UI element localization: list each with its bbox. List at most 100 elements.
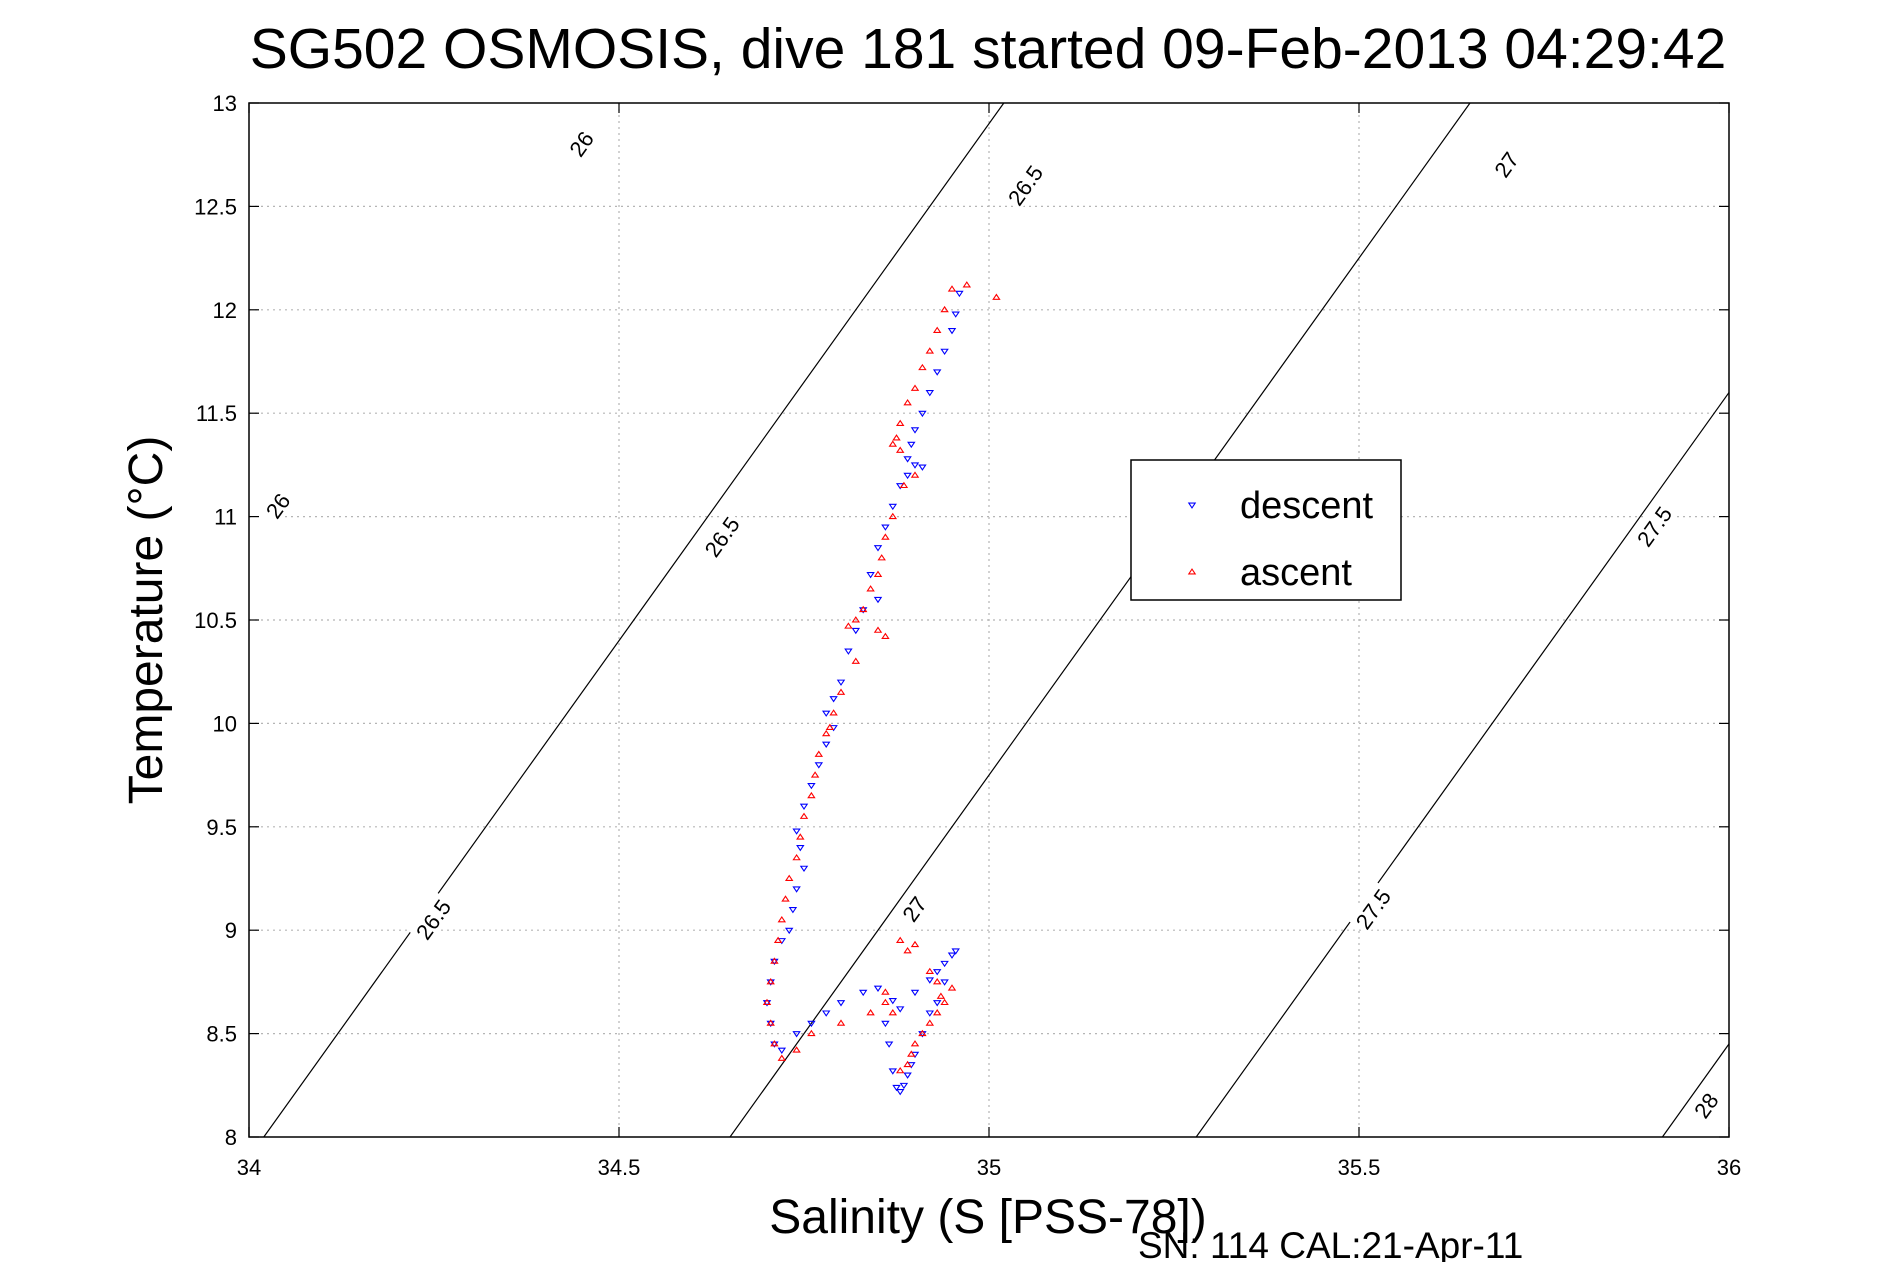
point-ascent — [821, 729, 831, 737]
point-ascent — [936, 992, 946, 999]
point-ascent — [807, 1029, 816, 1037]
point-ascent — [903, 398, 912, 406]
point-ascent — [888, 1009, 898, 1016]
point-descent — [888, 503, 898, 511]
point-ascent — [777, 915, 787, 923]
point-ascent — [866, 1009, 875, 1016]
point-ascent — [851, 657, 861, 664]
point-descent — [821, 741, 831, 748]
point-descent — [932, 1000, 942, 1007]
density-contour-26 — [263, 103, 1005, 1137]
point-ascent — [910, 940, 920, 948]
legend-box — [1130, 459, 1402, 601]
point-descent — [888, 998, 898, 1005]
point-ascent — [925, 1019, 935, 1026]
point-ascent — [807, 791, 816, 799]
point-descent — [851, 627, 861, 635]
legend-marker-ascent — [1187, 568, 1197, 575]
point-descent — [784, 927, 794, 935]
point-descent — [951, 948, 960, 955]
point-descent — [858, 989, 868, 997]
point-descent — [807, 782, 816, 790]
point-ascent — [796, 833, 805, 840]
point-ascent — [881, 632, 890, 640]
contour-label-group: 26.5 — [697, 509, 745, 563]
point-ascent — [866, 585, 875, 592]
point-ascent — [947, 285, 957, 292]
point-ascent — [836, 1019, 846, 1026]
density-contour-27 — [1195, 391, 1729, 1137]
point-descent — [836, 679, 846, 686]
data-points — [762, 281, 1001, 1096]
grid — [249, 103, 1729, 1137]
y-axis-label: Temperature (°C) — [120, 436, 173, 805]
contour-label-group: 26 — [253, 478, 301, 532]
contour-label-group: 27.5 — [1629, 499, 1677, 553]
point-ascent — [836, 688, 846, 695]
point-ascent — [903, 947, 912, 954]
point-ascent — [910, 1040, 920, 1047]
point-ascent — [766, 1019, 775, 1026]
point-ascent — [895, 936, 905, 944]
x-tick-label: 34 — [237, 1155, 261, 1180]
contour-label-group: 27.5 — [1348, 881, 1396, 935]
contour-label-bg — [1000, 158, 1049, 212]
point-descent — [903, 1072, 912, 1079]
point-descent — [788, 907, 798, 914]
point-descent — [799, 865, 809, 873]
point-ascent — [844, 622, 853, 629]
point-descent — [940, 979, 949, 986]
point-descent — [947, 328, 957, 335]
y-tick-label: 10.5 — [194, 608, 237, 633]
point-ascent — [918, 1029, 927, 1037]
point-descent — [925, 977, 935, 984]
point-descent — [888, 1068, 898, 1075]
point-ascent — [992, 293, 1001, 300]
point-ascent — [888, 440, 898, 447]
point-descent — [881, 524, 890, 531]
point-descent — [792, 886, 801, 893]
point-descent — [796, 845, 805, 852]
point-ascent — [932, 978, 942, 985]
point-descent — [907, 441, 916, 449]
y-tick-label: 9.5 — [206, 815, 237, 840]
contour-label-group: 26 — [556, 116, 605, 170]
point-descent — [955, 290, 964, 298]
point-descent — [799, 803, 809, 810]
contour-label-group: 27 — [1481, 137, 1530, 191]
point-ascent — [940, 305, 949, 313]
point-descent — [873, 545, 883, 552]
point-descent — [899, 1082, 909, 1090]
point-descent — [940, 960, 949, 968]
point-ascent — [910, 384, 920, 391]
y-tick-label: 13 — [213, 91, 237, 116]
y-tick-label: 8 — [225, 1125, 237, 1150]
point-descent — [895, 1089, 905, 1096]
point-ascent — [810, 771, 820, 778]
legend: descent ascent — [1130, 459, 1402, 601]
contour-label-bg — [1348, 881, 1396, 935]
point-ascent — [770, 1040, 779, 1047]
point-descent — [925, 1010, 935, 1017]
point-ascent — [895, 1066, 905, 1074]
point-ascent — [825, 723, 835, 731]
legend-marker-descent — [1187, 502, 1197, 509]
y-tick-label: 12 — [213, 298, 237, 323]
density-contour-26.5 — [729, 103, 1471, 1137]
point-ascent — [881, 998, 890, 1006]
point-ascent — [877, 554, 886, 561]
contour-label-bg — [697, 509, 745, 563]
legend-label-ascent: ascent — [1240, 552, 1352, 594]
point-descent — [895, 1006, 905, 1013]
point-ascent — [899, 481, 909, 489]
contour-label-group: 28 — [1681, 1078, 1729, 1132]
point-ascent — [851, 616, 861, 623]
point-ascent — [829, 709, 838, 716]
point-descent — [918, 464, 927, 471]
chart-title: SG502 OSMOSIS, dive 181 started 09-Feb-2… — [250, 17, 1727, 81]
point-ascent — [932, 326, 942, 333]
point-ascent — [907, 1050, 916, 1057]
point-ascent — [881, 988, 890, 995]
point-descent — [892, 1084, 901, 1092]
